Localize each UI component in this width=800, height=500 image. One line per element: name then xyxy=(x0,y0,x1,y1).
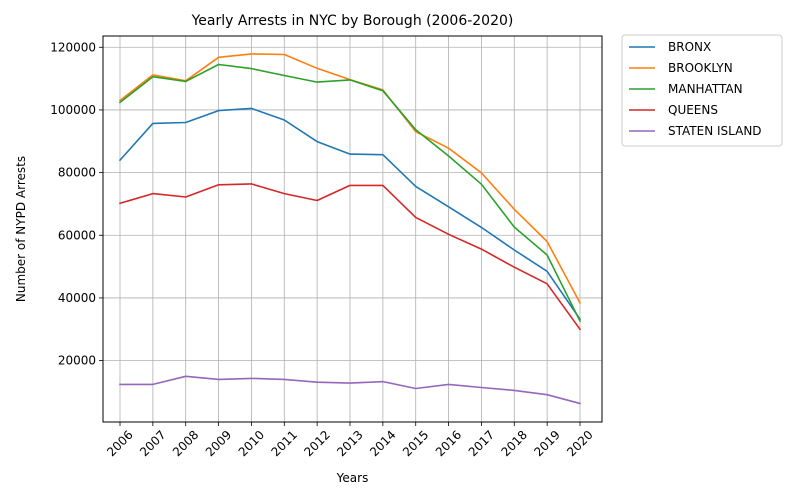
y-tick-label: 40000 xyxy=(58,291,96,305)
x-tick-label: 2019 xyxy=(531,428,562,459)
y-tick-label: 120000 xyxy=(50,40,96,54)
series-line-bronx xyxy=(118,107,582,321)
plot-frame xyxy=(102,35,603,423)
legend-frame xyxy=(621,34,783,147)
legend-label: BRONX xyxy=(668,40,711,54)
y-axis-label: Number of NYPD Arrests xyxy=(14,156,28,302)
y-tick-label: 100000 xyxy=(50,103,96,117)
x-tick-label: 2018 xyxy=(499,428,530,459)
y-tick-label: 20000 xyxy=(58,354,96,368)
series-line-manhattan xyxy=(118,63,582,323)
x-tick-label: 2007 xyxy=(137,428,168,459)
x-tick-label: 2014 xyxy=(367,428,398,459)
x-tick-label: 2017 xyxy=(466,428,497,459)
x-tick-label: 2013 xyxy=(334,428,365,459)
x-tick-label: 2010 xyxy=(236,428,267,459)
x-tick-label: 2020 xyxy=(564,428,595,459)
series-line-staten-island xyxy=(119,375,581,405)
x-axis-ticks: 2006 2007 2008 2009 2010 2011 2012 2013 2014 2015… xyxy=(104,422,596,459)
legend-label: BROOKLYN xyxy=(668,61,733,75)
y-tick-label: 60000 xyxy=(58,228,96,242)
x-axis-label: Years xyxy=(336,471,369,485)
x-tick-label: 2015 xyxy=(400,428,431,459)
x-tick-label: 2006 xyxy=(104,428,135,459)
x-tick-label: 2009 xyxy=(203,428,234,459)
series-line-queens xyxy=(119,183,582,331)
series-lines xyxy=(118,53,582,405)
chart-title: Yearly Arrests in NYC by Borough (2006-2… xyxy=(191,13,514,29)
x-tick-label: 2012 xyxy=(301,428,332,459)
x-tick-label: 2011 xyxy=(269,428,300,459)
gridlines xyxy=(103,36,602,422)
legend-label: STATEN ISLAND xyxy=(668,124,762,138)
x-tick-label: 2016 xyxy=(433,428,464,459)
x-tick-label: 2008 xyxy=(170,428,201,459)
y-axis-ticks: 20000 40000 60000 80000 100000 120000 xyxy=(50,40,103,368)
y-tick-label: 80000 xyxy=(58,166,96,180)
legend-label: MANHATTAN xyxy=(668,82,743,96)
legend: BRONX BROOKLYN MANHATTAN QUEENS STATEN ISLAN… xyxy=(621,34,783,147)
legend-label: QUEENS xyxy=(668,103,718,117)
